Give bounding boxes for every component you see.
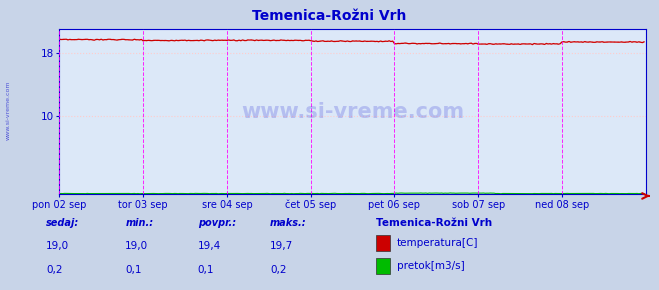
Text: 19,7: 19,7 [270,241,293,251]
Text: 19,4: 19,4 [198,241,221,251]
Text: povpr.:: povpr.: [198,218,236,228]
Text: 0,2: 0,2 [270,264,287,275]
Text: 0,1: 0,1 [198,264,214,275]
Text: pretok[m3/s]: pretok[m3/s] [397,261,465,271]
Text: 19,0: 19,0 [125,241,148,251]
Text: maks.:: maks.: [270,218,307,228]
Text: 19,0: 19,0 [46,241,69,251]
Text: temperatura[C]: temperatura[C] [397,238,478,248]
Text: Temenica-Rožni Vrh: Temenica-Rožni Vrh [252,9,407,23]
Text: www.si-vreme.com: www.si-vreme.com [5,80,11,140]
Text: 0,2: 0,2 [46,264,63,275]
Text: min.:: min.: [125,218,154,228]
Text: 0,1: 0,1 [125,264,142,275]
Text: Temenica-Rožni Vrh: Temenica-Rožni Vrh [376,218,492,228]
Text: www.si-vreme.com: www.si-vreme.com [241,102,464,122]
Text: sedaj:: sedaj: [46,218,79,228]
